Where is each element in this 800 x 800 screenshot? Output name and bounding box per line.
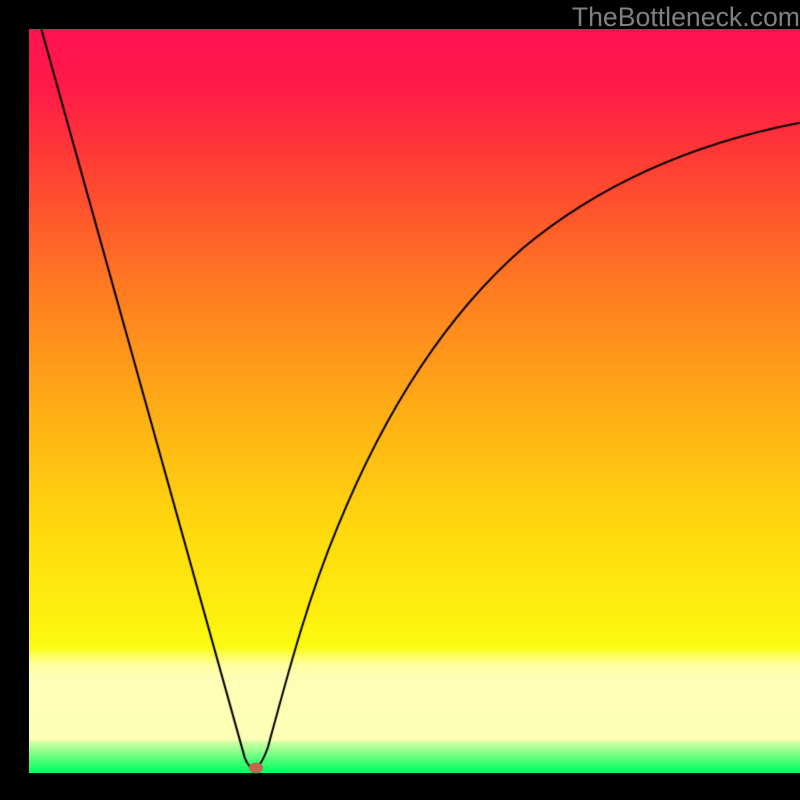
watermark-text: TheBottleneck.com	[572, 2, 800, 33]
optimal-point-marker	[249, 762, 263, 773]
chart-root: TheBottleneck.com	[0, 0, 800, 800]
plot-area	[29, 29, 800, 773]
bottleneck-curve	[29, 29, 800, 773]
